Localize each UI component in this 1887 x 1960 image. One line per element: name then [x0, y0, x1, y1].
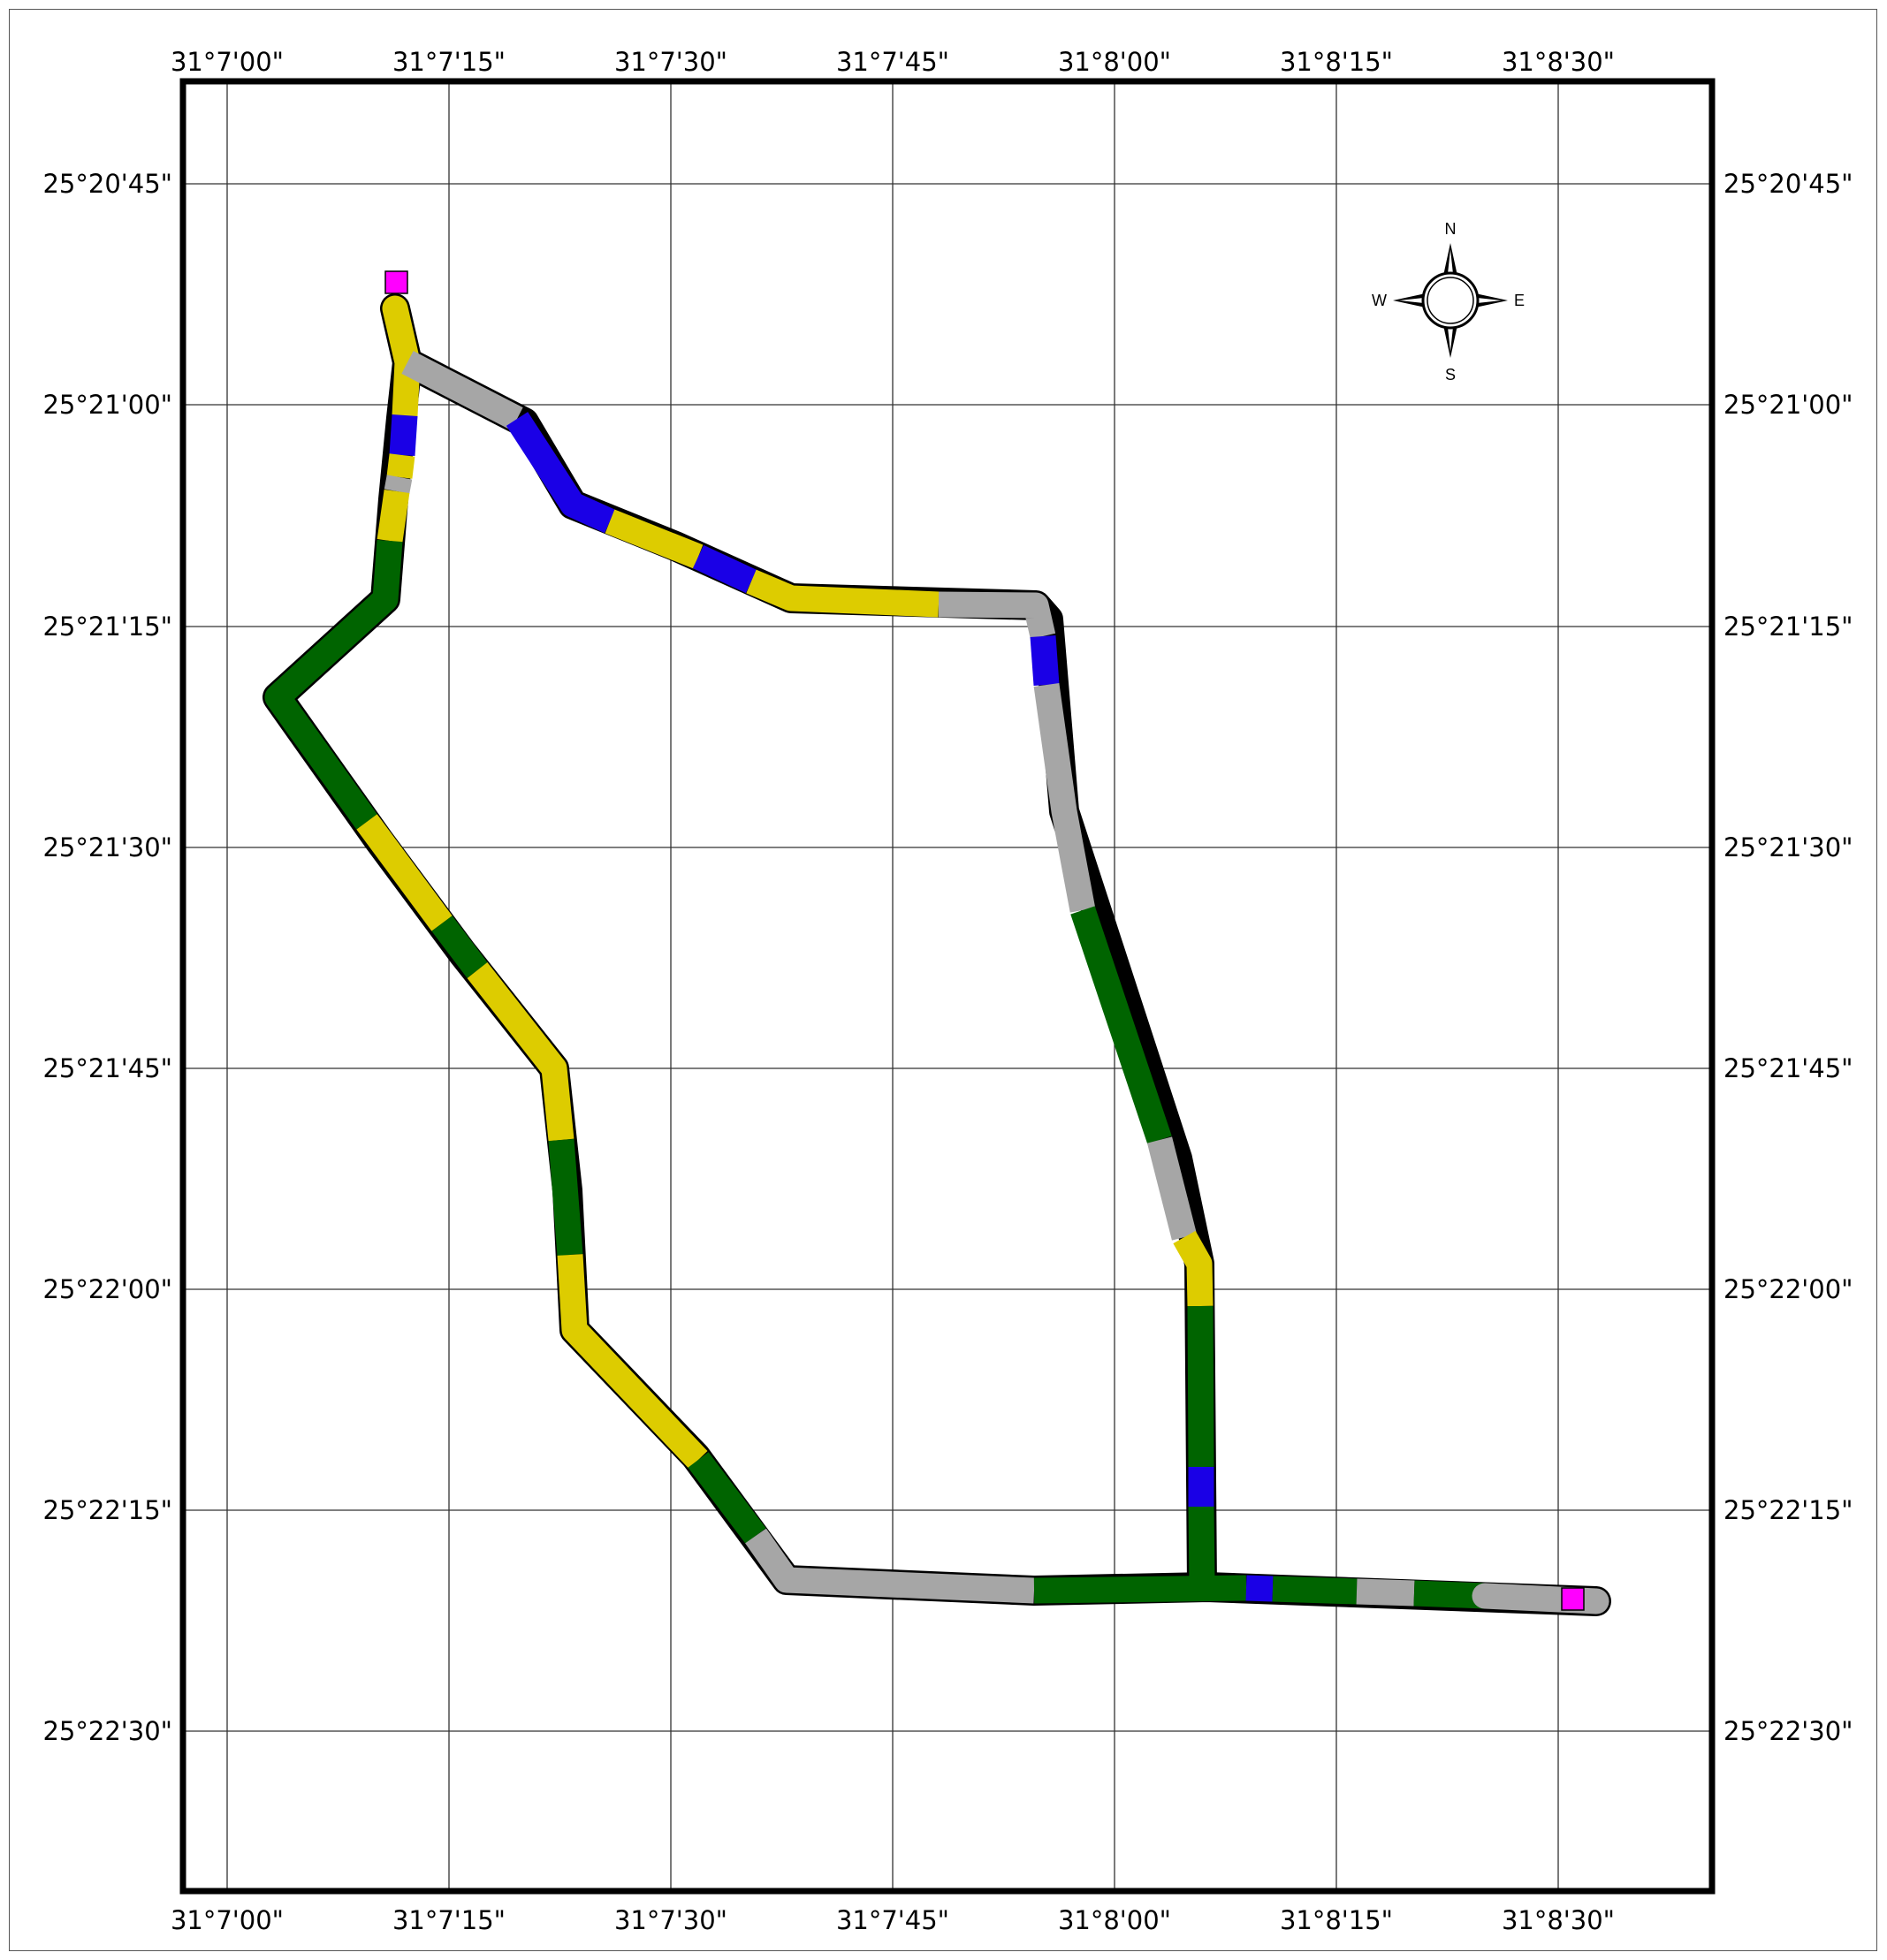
route-segment-green [1188, 1506, 1215, 1584]
latitude-labels-right: 25°20'45" 25°21'00" 25°21'15" 25°21'30" … [1723, 169, 1853, 1746]
latitude-label: 25°22'00" [1723, 1274, 1853, 1304]
longitude-labels-top: 31°7'00" 31°7'15" 31°7'30" 31°7'45" 31°8… [171, 47, 1615, 77]
route-segment-yellow [557, 1254, 708, 1469]
compass-point-east-highlight [1477, 298, 1502, 303]
longitude-label: 31°7'45" [836, 1905, 949, 1935]
latitude-label: 25°21'30" [1723, 832, 1853, 862]
longitude-label: 31°8'15" [1280, 1905, 1393, 1935]
route [263, 293, 1611, 1616]
longitude-label: 31°7'30" [614, 47, 727, 77]
compass-label-north: N [1445, 220, 1457, 238]
latitude-label: 25°22'30" [1723, 1716, 1853, 1746]
longitude-label: 31°7'30" [614, 1905, 727, 1935]
latitude-label: 25°22'15" [1723, 1495, 1853, 1525]
route-segment-green [1033, 1575, 1247, 1604]
longitude-label: 31°8'00" [1058, 1905, 1171, 1935]
route-segment-yellow [746, 569, 940, 618]
route-segment-yellow [1173, 1230, 1214, 1307]
route-segment-group [264, 295, 1609, 1614]
route-segment-gray [1356, 1578, 1415, 1607]
latitude-label: 25°21'30" [42, 832, 172, 862]
end-marker [1561, 1587, 1585, 1611]
latitude-label: 25°22'30" [42, 1716, 172, 1746]
latitude-label: 25°21'45" [42, 1053, 172, 1083]
latitude-label: 25°21'15" [1723, 612, 1853, 642]
route-outline [392, 347, 1217, 1602]
route-segment-green [1070, 906, 1172, 1144]
route-segment-blue [1030, 634, 1060, 687]
latitude-label: 25°21'00" [42, 390, 172, 420]
longitude-label: 31°8'00" [1058, 47, 1171, 77]
route-segment-green [264, 539, 403, 830]
compass-point-north-highlight [1448, 249, 1453, 274]
route-segment-yellow [377, 489, 410, 543]
latitude-label: 25°22'15" [42, 1495, 172, 1525]
route-segment-yellow [467, 962, 574, 1142]
route-segment-gray [745, 1528, 1035, 1604]
route-segment-green [548, 1138, 583, 1257]
page-frame [9, 9, 1877, 1951]
route-segment-blue [506, 412, 615, 534]
route-segment-blue [1245, 1575, 1274, 1602]
longitude-label: 31°8'30" [1502, 47, 1615, 77]
route-segment-gray [938, 591, 1056, 640]
route-segment-yellow [605, 509, 704, 569]
compass-point-west-highlight [1399, 298, 1424, 303]
compass-label-west: W [1372, 292, 1387, 309]
longitude-label: 31°8'30" [1502, 1905, 1615, 1935]
route-segment-yellow [382, 295, 421, 429]
compass-label-east: E [1514, 292, 1525, 309]
route-segment-gray [401, 351, 523, 430]
route-segment-green [1272, 1576, 1358, 1605]
latitude-label: 25°21'15" [42, 612, 172, 642]
route-segment-green [688, 1452, 766, 1544]
longitude-label: 31°7'00" [171, 1905, 284, 1935]
latitude-label: 25°21'45" [1723, 1053, 1853, 1083]
route-segment-yellow [356, 814, 453, 931]
latitude-labels-left: 25°20'45" 25°21'00" 25°21'15" 25°21'30" … [42, 169, 172, 1746]
longitude-labels-bottom: 31°7'00" 31°7'15" 31°7'30" 31°7'45" 31°8… [171, 1905, 1615, 1935]
latitude-label: 25°21'00" [1723, 390, 1853, 420]
route-segment-gray [1033, 682, 1096, 913]
compass-point-south-highlight [1448, 327, 1453, 352]
route-segment-green [431, 915, 488, 978]
route-segment-gray [1146, 1136, 1198, 1241]
latitude-label: 25°20'45" [1723, 169, 1853, 199]
longitude-label: 31°7'00" [171, 47, 284, 77]
compass-ring-inner [1427, 277, 1474, 324]
route-segment-gray [384, 475, 413, 494]
longitude-label: 31°8'15" [1280, 47, 1393, 77]
route-segment-blue [692, 544, 757, 594]
route-segment-blue [389, 414, 418, 456]
longitude-label: 31°7'45" [836, 47, 949, 77]
route-segment-green [1187, 1305, 1214, 1468]
map-frame [179, 78, 1716, 1895]
latitude-label: 25°22'00" [42, 1274, 172, 1304]
latitude-label: 25°20'45" [42, 169, 172, 199]
compass-label-south: S [1445, 366, 1456, 384]
longitude-label: 31°7'15" [392, 1905, 506, 1935]
start-marker [384, 270, 408, 294]
route-segment-yellow [386, 453, 415, 479]
longitude-label: 31°7'15" [392, 47, 506, 77]
compass-rose-icon: N S E W [1372, 220, 1525, 384]
